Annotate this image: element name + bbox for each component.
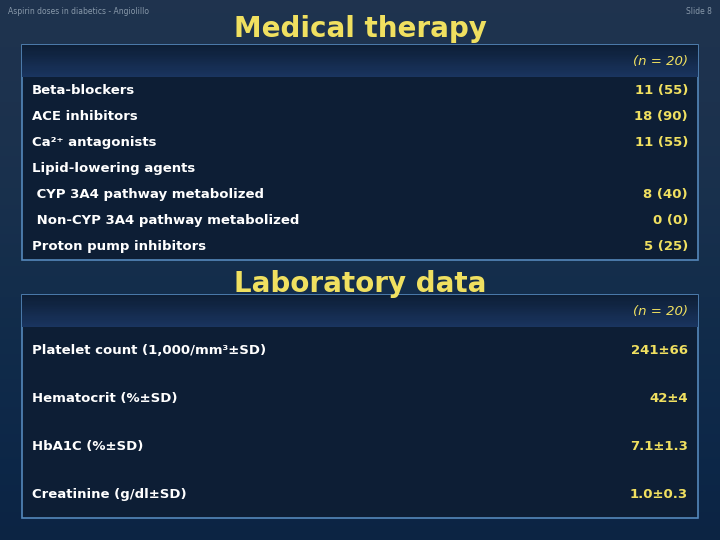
Bar: [22, 71, 698, 73]
Bar: [22, 51, 698, 52]
Bar: [22, 295, 698, 518]
Bar: [22, 296, 698, 298]
Bar: [22, 72, 698, 74]
Text: 42±4: 42±4: [649, 392, 688, 405]
Bar: [22, 73, 698, 75]
Bar: [22, 320, 698, 322]
Bar: [22, 321, 698, 323]
Bar: [22, 45, 698, 47]
Text: CYP 3A4 pathway metabolized: CYP 3A4 pathway metabolized: [32, 188, 264, 201]
Bar: [22, 69, 698, 71]
Bar: [22, 303, 698, 305]
Bar: [22, 67, 698, 69]
Bar: [22, 294, 698, 296]
Text: Medical therapy: Medical therapy: [233, 15, 487, 43]
Bar: [22, 325, 698, 326]
Bar: [22, 308, 698, 310]
Bar: [22, 298, 698, 299]
Bar: [22, 314, 698, 315]
Text: (n = 20): (n = 20): [633, 305, 688, 318]
Text: 11 (55): 11 (55): [634, 136, 688, 149]
Bar: [22, 50, 698, 51]
Bar: [22, 316, 698, 318]
Text: HbA1C (%±SD): HbA1C (%±SD): [32, 440, 143, 453]
Text: Ca²⁺ antagonists: Ca²⁺ antagonists: [32, 136, 156, 149]
Text: Slide 8: Slide 8: [686, 7, 712, 16]
Bar: [22, 304, 698, 306]
Bar: [22, 75, 698, 76]
Bar: [22, 312, 698, 313]
Bar: [22, 62, 698, 63]
Text: Hematocrit (%±SD): Hematocrit (%±SD): [32, 392, 178, 405]
Text: Aspirin doses in diabetics - Angiolillo: Aspirin doses in diabetics - Angiolillo: [8, 7, 149, 16]
Text: Lipid-lowering agents: Lipid-lowering agents: [32, 162, 195, 175]
Bar: [22, 54, 698, 56]
Bar: [22, 58, 698, 60]
Text: 18 (90): 18 (90): [634, 110, 688, 123]
Bar: [22, 299, 698, 300]
Bar: [22, 318, 698, 320]
Bar: [22, 46, 698, 48]
Text: 1.0±0.3: 1.0±0.3: [630, 488, 688, 501]
Text: (n = 20): (n = 20): [633, 55, 688, 68]
Bar: [22, 53, 698, 55]
Bar: [22, 317, 698, 319]
Text: 8 (40): 8 (40): [644, 188, 688, 201]
Bar: [22, 65, 698, 66]
Text: ACE inhibitors: ACE inhibitors: [32, 110, 138, 123]
Bar: [22, 66, 698, 68]
Text: Laboratory data: Laboratory data: [234, 270, 486, 298]
Text: Proton pump inhibitors: Proton pump inhibitors: [32, 240, 206, 253]
Bar: [22, 323, 698, 325]
Text: 0 (0): 0 (0): [652, 214, 688, 227]
Bar: [22, 307, 698, 309]
Bar: [22, 319, 698, 321]
Bar: [22, 60, 698, 62]
Text: Creatinine (g/dl±SD): Creatinine (g/dl±SD): [32, 488, 186, 501]
Bar: [22, 68, 698, 70]
Bar: [22, 315, 698, 316]
Text: 7.1±1.3: 7.1±1.3: [630, 440, 688, 453]
Bar: [22, 302, 698, 303]
Bar: [22, 301, 698, 302]
Bar: [22, 63, 698, 64]
Text: Beta-blockers: Beta-blockers: [32, 84, 135, 97]
Bar: [22, 313, 698, 314]
Bar: [22, 326, 698, 327]
Bar: [22, 309, 698, 311]
Bar: [22, 59, 698, 61]
Text: 11 (55): 11 (55): [634, 84, 688, 97]
Bar: [22, 300, 698, 301]
Bar: [22, 49, 698, 50]
Text: Platelet count (1,000/mm³±SD): Platelet count (1,000/mm³±SD): [32, 345, 266, 357]
Bar: [22, 45, 698, 260]
Bar: [22, 55, 698, 57]
Bar: [22, 44, 698, 46]
Bar: [22, 310, 698, 312]
Bar: [22, 306, 698, 308]
Bar: [22, 295, 698, 297]
Bar: [22, 305, 698, 307]
Bar: [22, 76, 698, 77]
Bar: [22, 56, 698, 58]
Text: 5 (25): 5 (25): [644, 240, 688, 253]
Bar: [22, 48, 698, 49]
Bar: [22, 70, 698, 72]
Text: 241±66: 241±66: [631, 345, 688, 357]
Bar: [22, 64, 698, 65]
Bar: [22, 57, 698, 59]
Text: Non-CYP 3A4 pathway metabolized: Non-CYP 3A4 pathway metabolized: [32, 214, 300, 227]
Bar: [22, 322, 698, 324]
Bar: [22, 52, 698, 53]
